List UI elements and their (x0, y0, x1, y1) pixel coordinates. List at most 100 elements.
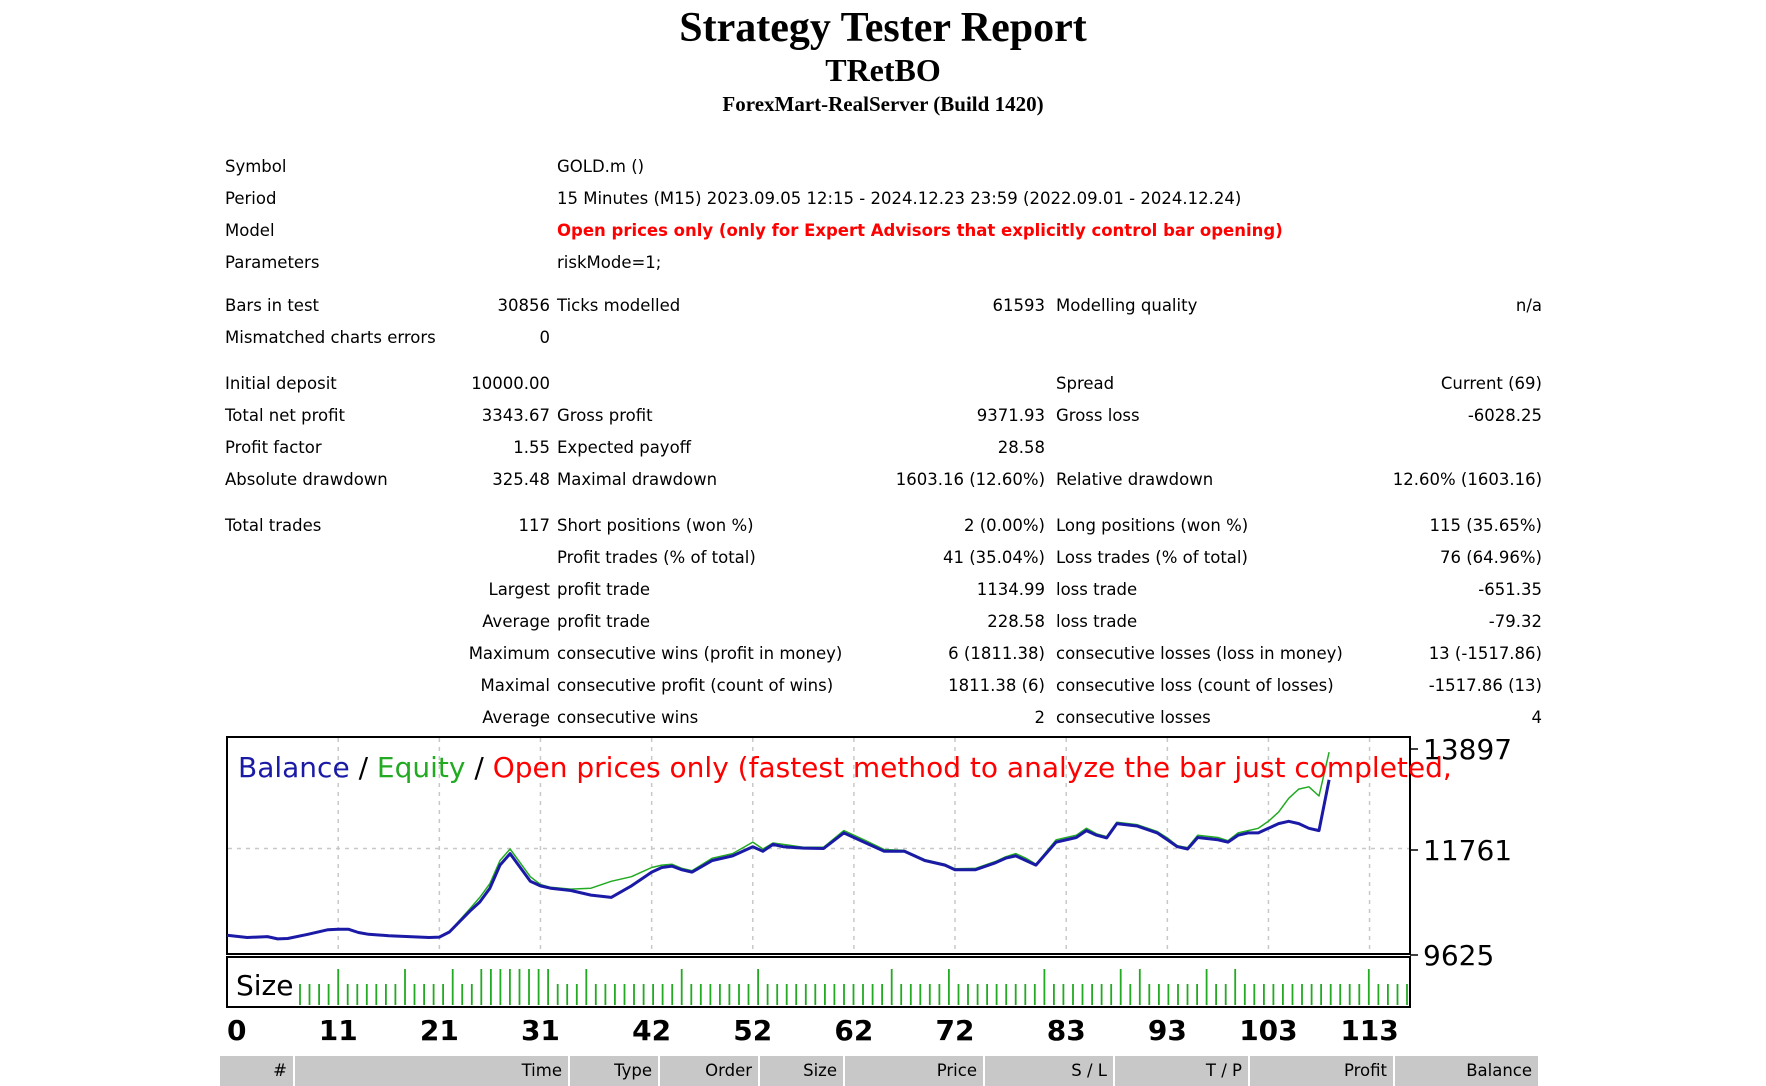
symbol-value: GOLD.m () (557, 157, 645, 176)
x-tick-label: 52 (733, 1014, 772, 1047)
average-label: Average (482, 612, 550, 631)
net-profit-value: 3343.67 (481, 406, 550, 425)
relative-drawdown-value: 12.60% (1603.16) (1392, 470, 1542, 489)
maximal-consecutive-loss-value: -1517.86 (13) (1428, 676, 1542, 695)
max-consecutive-wins-label: consecutive wins (profit in money) (557, 644, 843, 663)
x-tick-label: 42 (632, 1014, 671, 1047)
symbol-label: Symbol (225, 157, 287, 176)
largest-profit-value: 1134.99 (976, 580, 1045, 599)
max-consecutive-losses-value: 13 (-1517.86) (1428, 644, 1542, 663)
chart-lines (226, 752, 1331, 941)
max-consecutive-wins-value: 6 (1811.38) (948, 644, 1045, 663)
report-title: Strategy Tester Report (679, 5, 1087, 51)
average-consecutive-losses-value: 4 (1531, 708, 1543, 727)
x-tick-label: 21 (420, 1014, 459, 1047)
short-positions-label: Short positions (won %) (557, 516, 754, 535)
expected-payoff-label: Expected payoff (557, 438, 692, 457)
gross-profit-value: 9371.93 (976, 406, 1045, 425)
total-trades-value: 117 (518, 516, 551, 535)
x-tick-label: 93 (1148, 1014, 1187, 1047)
net-profit-label: Total net profit (225, 406, 345, 425)
chart-title: Balance / Equity / Open prices only (fas… (238, 751, 1452, 784)
ticks-label: Ticks modelled (557, 296, 681, 315)
average-profit-value: 228.58 (987, 612, 1045, 631)
x-tick-label: 72 (936, 1014, 975, 1047)
max-consecutive-losses-label: consecutive losses (loss in money) (1056, 644, 1343, 663)
column-header: Time (295, 1056, 570, 1086)
largest-loss-label: loss trade (1056, 580, 1138, 599)
mismatch-label: Mismatched charts errors (225, 328, 436, 347)
maximal-consecutive-profit-label: consecutive profit (count of wins) (557, 676, 834, 695)
maximum-label: Maximum (468, 644, 550, 663)
average-consecutive-wins-value: 2 (1034, 708, 1046, 727)
largest-profit-label: profit trade (557, 580, 651, 599)
bars-value: 30856 (497, 296, 551, 315)
average-consecutive-label: Average (482, 708, 550, 727)
chart-grid (228, 738, 1409, 953)
gross-loss-value: -6028.25 (1467, 406, 1542, 425)
maximal-consecutive-profit-value: 1811.38 (6) (948, 676, 1045, 695)
chart-title-balance: Balance (238, 751, 350, 784)
total-trades-label: Total trades (225, 516, 322, 535)
column-header: Price (845, 1056, 985, 1086)
column-header: Size (760, 1056, 845, 1086)
column-header: Profit (1250, 1056, 1395, 1086)
period-label: Period (225, 189, 277, 208)
mismatch-value: 0 (539, 328, 551, 347)
gross-profit-label: Gross profit (557, 406, 653, 425)
x-tick-label: 83 (1047, 1014, 1086, 1047)
average-loss-value: -79.32 (1488, 612, 1542, 631)
balance-line (226, 779, 1331, 941)
chart-title-model: Open prices only (fastest method to anal… (493, 751, 1452, 784)
column-header: Balance (1395, 1056, 1540, 1086)
column-header: S / L (985, 1056, 1115, 1086)
x-tick-label: 62 (834, 1014, 873, 1047)
expected-payoff-value: 28.58 (997, 438, 1045, 457)
balance-equity-chart: Balance / Equity / Open prices only (fas… (226, 733, 1512, 1047)
profit-trades-label: Profit trades (% of total) (557, 548, 756, 567)
model-label: Model (225, 221, 275, 240)
quality-value: n/a (1515, 296, 1542, 315)
column-header: Order (660, 1056, 760, 1086)
ea-name: TRetBO (825, 52, 941, 88)
x-tick-label: 113 (1340, 1014, 1398, 1047)
maximal-label: Maximal (480, 676, 550, 695)
maximal-drawdown-value: 1603.16 (12.60%) (895, 470, 1045, 489)
size-bars (299, 969, 1408, 1005)
absolute-drawdown-value: 325.48 (492, 470, 550, 489)
size-label: Size (236, 969, 293, 1002)
chart-title-sep2: / (465, 751, 492, 784)
chart-frame (226, 736, 1411, 955)
bars-label: Bars in test (225, 296, 320, 315)
short-positions-value: 2 (0.00%) (963, 516, 1045, 535)
loss-trades-label: Loss trades (% of total) (1056, 548, 1248, 567)
chart-title-equity: Equity (377, 751, 466, 784)
profit-factor-value: 1.55 (513, 438, 550, 457)
chart-title-sep1: / (350, 751, 377, 784)
quality-label: Modelling quality (1056, 296, 1198, 315)
relative-drawdown-label: Relative drawdown (1056, 470, 1214, 489)
server-name: ForexMart-RealServer (Build 1420) (722, 92, 1044, 116)
maximal-drawdown-label: Maximal drawdown (557, 470, 718, 489)
x-tick-label: 0 (227, 1014, 246, 1047)
spread-value: Current (69) (1440, 374, 1542, 393)
y-tick-label: 9625 (1423, 939, 1494, 972)
profit-trades-value: 41 (35.04%) (942, 548, 1045, 567)
loss-trades-value: 76 (64.96%) (1439, 548, 1542, 567)
model-value: Open prices only (only for Expert Adviso… (557, 221, 1283, 240)
y-axis-ticks: 13897 11761 9625 (1410, 733, 1512, 972)
average-profit-label: profit trade (557, 612, 651, 631)
average-loss-label: loss trade (1056, 612, 1138, 631)
largest-label: Largest (488, 580, 551, 599)
long-positions-value: 115 (35.65%) (1429, 516, 1542, 535)
y-tick-label: 13897 (1423, 733, 1512, 766)
long-positions-label: Long positions (won %) (1056, 516, 1249, 535)
parameters-value: riskMode=1; (557, 253, 662, 272)
x-tick-label: 31 (521, 1014, 560, 1047)
column-header: Type (570, 1056, 660, 1086)
period-value: 15 Minutes (M15) 2023.09.05 12:15 - 2024… (557, 189, 1242, 208)
initial-deposit-value: 10000.00 (471, 374, 550, 393)
absolute-drawdown-label: Absolute drawdown (225, 470, 388, 489)
gross-loss-label: Gross loss (1056, 406, 1140, 425)
y-tick-label: 11761 (1423, 834, 1512, 867)
